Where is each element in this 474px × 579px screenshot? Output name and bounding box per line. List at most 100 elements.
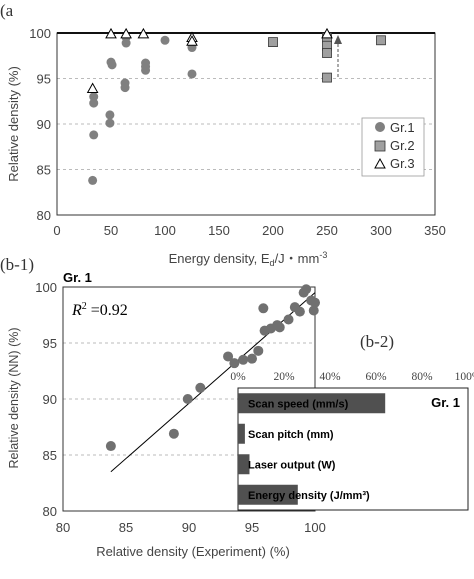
panel-b1-point — [274, 322, 285, 333]
panel-b1-label: (b-1) — [0, 255, 34, 274]
point-gr3 — [137, 27, 150, 39]
panel-a-x-axis-title: Energy density, Ed/J・mm-3 — [169, 250, 328, 268]
legend-marker-gr3 — [374, 157, 386, 169]
legend-marker-gr2 — [374, 140, 386, 152]
panel-a-x-tick-label: 250 — [316, 223, 338, 238]
panel-b1-point — [223, 351, 234, 362]
panel-b1-y-tick-label: 80 — [43, 504, 57, 519]
panel-b2-bars: Scan speed (mm/s) Scan pitch (mm) Laser ou… — [238, 393, 386, 505]
panel-b1-r2-annotation: R2 =0.92 — [71, 301, 128, 319]
panel-b1-point — [310, 297, 320, 308]
panel-b2-label: (b-2) — [360, 332, 394, 351]
point-gr2 — [376, 35, 386, 46]
panel-a-x-tick-label: 50 — [104, 223, 118, 238]
point-gr2 — [268, 37, 278, 47]
panel-b1-points — [105, 284, 320, 452]
point-gr1 — [105, 110, 115, 120]
point-gr3 — [321, 27, 333, 39]
point-gr1 — [88, 175, 98, 185]
panel-a-x-tick-label: 200 — [262, 223, 284, 238]
panel-b2-bar-label: Scan speed (mm/s) — [248, 398, 349, 410]
panel-a: (a 80 85 90 95 100 0 50 100 150 200 250 300 350 Gr.… — [0, 1, 446, 268]
panel-b1-x-tick-label: 90 — [182, 520, 196, 535]
panel-b1-y-ticks: 80 85 90 95 100 — [35, 280, 57, 519]
legend-label-gr3: Gr.3 — [390, 156, 415, 171]
panel-b1-point — [182, 394, 193, 404]
point-gr1 — [187, 69, 197, 79]
point-gr2 — [322, 48, 332, 58]
panel-b2: (b-2) 0% 20% 40% 60% 80% 100% Gr. 1 Scan spee… — [230, 332, 474, 511]
panel-b1-x-axis-title: Relative density (Experiment) (%) — [96, 544, 290, 559]
point-gr3 — [105, 27, 117, 39]
panel-a-points — [86, 27, 386, 185]
panel-b2-x-tick-label: 100% — [455, 371, 474, 383]
panel-a-label: (a — [0, 1, 14, 20]
point-gr1 — [89, 92, 99, 102]
panel-a-y-tick-label: 90 — [37, 117, 51, 132]
panel-b1-point — [301, 284, 312, 295]
dashed-arrow-head — [334, 35, 342, 44]
panel-a-y-tick-label: 95 — [37, 72, 51, 87]
panel-a-x-tick-label: 100 — [154, 223, 176, 238]
panel-b1-x-tick-label: 80 — [56, 520, 70, 535]
point-gr1 — [89, 130, 99, 140]
panel-b1-point — [258, 303, 269, 314]
panel-b1-point — [283, 314, 294, 325]
panel-b1-x-tick-label: 85 — [119, 520, 133, 535]
panel-b2-group-label: Gr. 1 — [431, 395, 460, 410]
point-gr3 — [186, 35, 198, 46]
panel-a-x-ticks: 0 50 100 150 200 250 300 350 — [53, 223, 445, 238]
legend-marker-gr1 — [375, 122, 385, 132]
panel-b1-point — [168, 428, 179, 439]
panel-b1-point — [308, 305, 319, 316]
panel-b1-y-tick-label: 100 — [35, 280, 57, 295]
panel-b2-x-tick-label: 0% — [230, 371, 246, 383]
point-gr1 — [160, 35, 170, 45]
panel-b2-bar — [238, 393, 386, 414]
panel-a-y-tick-label: 85 — [37, 163, 51, 178]
panel-a-x-tick-label: 350 — [424, 223, 446, 238]
panel-b2-bar — [238, 454, 250, 475]
panel-b2-x-tick-label: 40% — [319, 371, 341, 383]
panel-a-y-ticks: 80 85 90 95 100 — [29, 26, 51, 223]
panel-a-x-tick-label: 150 — [208, 223, 230, 238]
legend-box — [361, 117, 425, 177]
panel-b1: (b-1) Gr. 1 80 85 90 95 100 80 85 90 95 100 R2 =… — [0, 255, 326, 559]
legend-label-gr1: Gr.1 — [390, 120, 415, 135]
panel-a-gridlines — [57, 78, 435, 170]
panel-b1-point — [253, 345, 264, 356]
panel-a-y-tick-label: 100 — [29, 26, 51, 41]
panel-a-y-tick-label: 80 — [37, 208, 51, 223]
panel-b1-y-tick-label: 90 — [43, 392, 57, 407]
point-gr1 — [107, 60, 117, 70]
panel-b2-bar-label: Laser output (W) — [248, 459, 336, 471]
panel-b1-x-tick-label: 100 — [304, 520, 326, 535]
panel-b1-point — [247, 353, 257, 364]
panel-b1-point — [229, 358, 240, 369]
point-gr3 — [86, 82, 99, 94]
panel-b1-x-ticks: 80 85 90 95 100 — [56, 520, 326, 535]
panel-b2-x-ticks: 0% 20% 40% 60% 80% 100% — [230, 371, 474, 383]
point-gr2 — [322, 72, 332, 83]
point-gr1 — [105, 118, 115, 128]
panel-b2-x-tick-label: 60% — [365, 371, 387, 383]
panel-b2-bar — [238, 423, 245, 444]
panel-b2-bar — [238, 484, 298, 505]
panel-a-x-tick-label: 0 — [53, 223, 60, 238]
panel-b1-group-label: Gr. 1 — [63, 270, 92, 285]
point-gr1 — [89, 98, 99, 108]
panel-b2-x-tick-label: 20% — [273, 371, 295, 383]
panel-b1-point — [105, 441, 116, 452]
point-gr3 — [120, 27, 132, 39]
legend-label-gr2: Gr.2 — [390, 138, 415, 153]
panel-b1-point — [294, 306, 305, 317]
panel-b1-point — [195, 382, 206, 393]
point-gr1 — [141, 58, 151, 68]
panel-a-legend: Gr.1 Gr.2 Gr.3 — [361, 117, 425, 177]
point-gr1 — [120, 78, 130, 88]
panel-a-x-tick-label: 300 — [370, 223, 392, 238]
panel-b1-point — [238, 354, 249, 365]
panel-b1-y-tick-label: 85 — [43, 448, 57, 463]
panel-a-y-axis-title: Relative density (%) — [6, 66, 21, 182]
